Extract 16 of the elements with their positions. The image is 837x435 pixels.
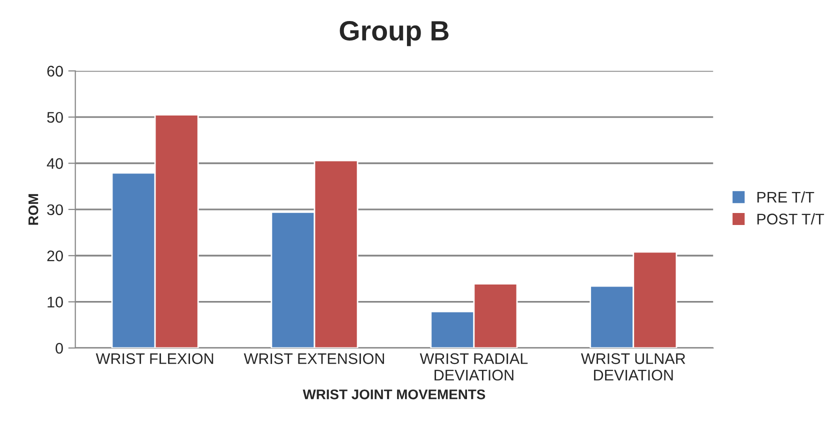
y-tick-label: 10 bbox=[48, 296, 63, 308]
legend-label: POST T/T bbox=[757, 213, 824, 224]
chart-title: Group B bbox=[340, 20, 449, 46]
y-tick-label: 30 bbox=[47, 204, 63, 216]
x-tick-label: WRIST EXTENSION bbox=[244, 353, 384, 364]
y-tick-label: 20 bbox=[47, 250, 63, 262]
y-axis-title: ROM bbox=[28, 194, 38, 225]
legend-label: PRE T/T bbox=[757, 191, 814, 203]
y-tick-label: 60 bbox=[47, 66, 63, 77]
y-tick-label: 0 bbox=[56, 342, 63, 354]
y-tick-label: 40 bbox=[46, 158, 63, 169]
y-tick-label: 50 bbox=[47, 112, 63, 123]
x-axis-title: WRIST JOINT MOVEMENTS bbox=[302, 389, 486, 400]
x-tick-label: WRIST ULNAR DEVIATION bbox=[580, 353, 686, 381]
x-tick-label: WRIST RADIAL DEVIATION bbox=[420, 353, 528, 381]
x-tick-label: WRIST FLEXION bbox=[96, 353, 214, 364]
